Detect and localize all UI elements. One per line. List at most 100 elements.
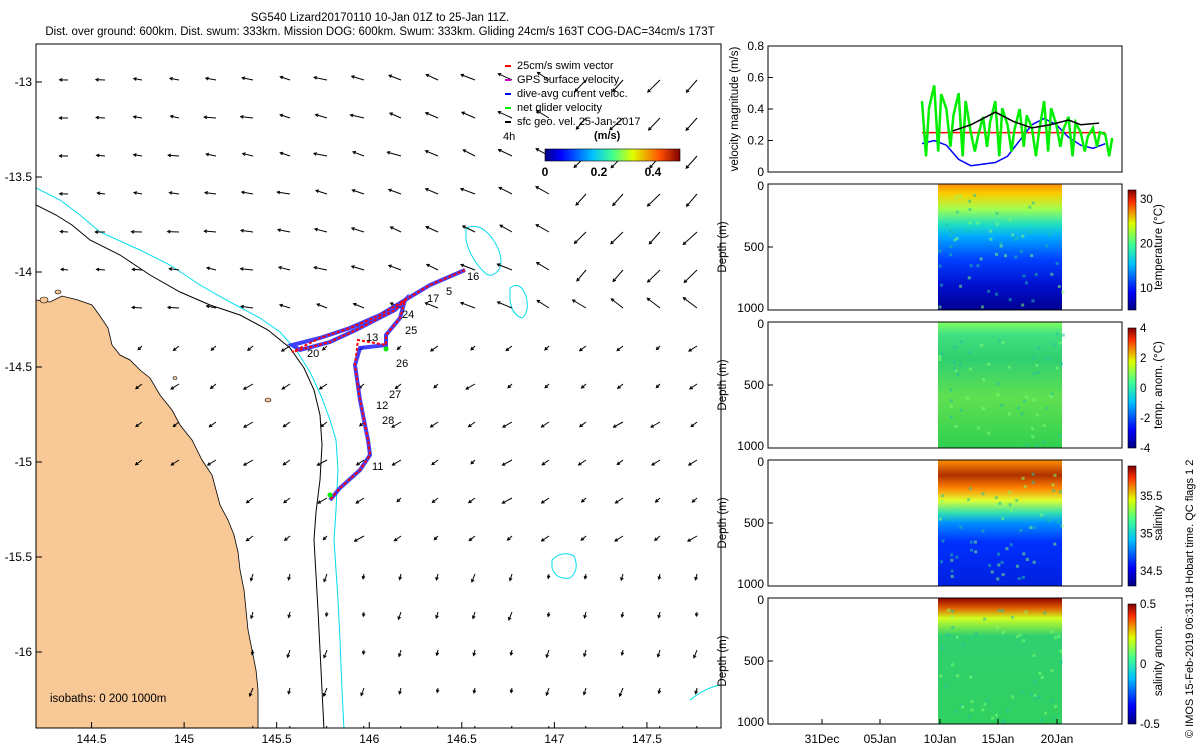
velocity-arrow-head (694, 690, 699, 695)
velocity-arrow (621, 725, 624, 728)
map-ytick-label: -13 (15, 75, 33, 89)
colorbar-label: salinity anom. (1153, 626, 1165, 696)
velocity-arrow-head (206, 266, 211, 271)
velocity-arrow (387, 151, 402, 157)
velocity-arrow (426, 263, 439, 271)
depth-tick-label: 1000 (737, 715, 764, 729)
velocity-arrow-head (685, 89, 690, 93)
land-mass (36, 295, 259, 728)
velocity-arrow (210, 383, 217, 389)
date-tick-label: 31Dec (805, 732, 840, 746)
day-label: 12 (376, 400, 388, 412)
velocity-arrow (612, 79, 624, 92)
velocity-arrow (250, 573, 254, 581)
velocity-arrow (687, 535, 698, 542)
velocity-arrow (583, 687, 587, 695)
velocity-arrow (168, 154, 180, 157)
velocity-arrow (313, 152, 328, 157)
velocity-arrow-head (321, 346, 326, 351)
velocity-arrow-head (323, 578, 327, 583)
map-xtick-label: 145.5 (262, 732, 292, 746)
velocity-arrow (435, 611, 439, 619)
velocity-arrow (352, 189, 365, 195)
velocity-arrow-head (431, 461, 435, 466)
isobath-200m (36, 187, 345, 728)
velocity-arrow-head (435, 576, 439, 581)
map-legend: 25cm/s swim vector GPS surface velocity di… (505, 60, 641, 128)
isobaths-label: isobaths: 0 200 1000m (50, 693, 166, 705)
map-xtick-label: 147 (544, 732, 564, 746)
velocity-arrow-head (682, 297, 687, 301)
colorbar-tick-label: 2 (1140, 353, 1146, 365)
velocity-arrow-head (172, 347, 177, 352)
velocity-arrow-head (616, 461, 621, 466)
velocity-arrow-head (545, 654, 550, 659)
velocity-arrow-head (425, 263, 430, 268)
velocity-arrow-head (313, 265, 318, 270)
velocity-arrow (617, 383, 624, 389)
velocity-arrow (319, 383, 328, 390)
velocity-arrow-head (687, 462, 692, 466)
velocity-arrow (283, 497, 291, 504)
velocity-arrow (281, 345, 291, 352)
velocity-arrow-head (646, 279, 651, 283)
velocity-arrow (246, 535, 254, 542)
velocity-arrow (460, 188, 476, 195)
map-ytick-label: -14 (15, 265, 33, 279)
colorbar-temp-anom (1127, 327, 1137, 449)
velocity-arrow (651, 459, 661, 466)
velocity-arrow (169, 192, 180, 195)
velocity-arrow (206, 267, 217, 271)
velocity-arrow (460, 74, 476, 81)
velocity-arrow-head (58, 191, 63, 196)
velocity-arrow-head (620, 652, 625, 657)
velocity-arrow (541, 497, 550, 504)
velocity-arrow-head (282, 461, 287, 466)
velocity-arrow-head (287, 614, 292, 619)
velocity-arrow-head (694, 576, 698, 581)
velocity-arrow-head (614, 538, 619, 542)
velocity-arrow-head (431, 499, 436, 504)
colorbar-label: temperature (°C) (1153, 204, 1165, 290)
velocity-arrow-head (239, 267, 244, 271)
velocity-arrow (430, 421, 439, 428)
velocity-arrow-head (657, 614, 661, 619)
velocity-arrow (241, 191, 254, 195)
map-tick-labels: 144.5 145 145.5 146 146.5 147 147.5 -13 -13.5 -14… (5, 75, 663, 746)
velocity-arrow (431, 459, 439, 466)
velocity-arrow (395, 383, 402, 389)
velocity-arrow-head (653, 537, 658, 542)
velocity-arrow-head (60, 267, 65, 272)
velocity-arrow (280, 152, 291, 157)
velocity-arrow (683, 269, 698, 283)
legend-entry: 25cm/s swim vector (517, 60, 614, 72)
velocity-arrow-head (656, 653, 661, 658)
velocity-arrow (616, 345, 624, 351)
velocity-arrow-head (361, 575, 366, 580)
glider-track (286, 268, 466, 502)
velocity-arrow-head (167, 153, 172, 158)
depth-tick-label: 500 (744, 240, 764, 254)
velocity-arrow-head (283, 499, 287, 504)
velocity-ylabel: velocity magnitude (m/s) (729, 47, 741, 172)
velocity-arrow (133, 78, 143, 81)
velocity-arrow (241, 305, 254, 309)
velocity-arrow-head (544, 384, 549, 389)
velocity-ytick-label: 0.4 (747, 102, 764, 116)
depth-tick-label: 0 (757, 179, 764, 193)
depth-tick-label: 1000 (737, 439, 764, 453)
velocity-arrow (207, 459, 217, 466)
velocity-arrow-head (318, 386, 323, 390)
colorbar-tick-label: 0 (1140, 659, 1146, 671)
velocity-arrow (250, 611, 254, 619)
colorbar-tick-label: 0.4 (645, 165, 662, 179)
profile-heatmap-salinity-anom (938, 598, 1062, 724)
velocity-arrow-head (316, 462, 321, 466)
velocity-arrow-head (425, 73, 430, 78)
map-xtick-label: 147.5 (632, 732, 662, 746)
velocity-arrow-head (461, 225, 466, 229)
velocity-arrow (96, 116, 106, 119)
velocity-arrow (535, 186, 550, 195)
velocity-arrow (690, 421, 698, 427)
velocity-arrow-head (398, 576, 403, 581)
